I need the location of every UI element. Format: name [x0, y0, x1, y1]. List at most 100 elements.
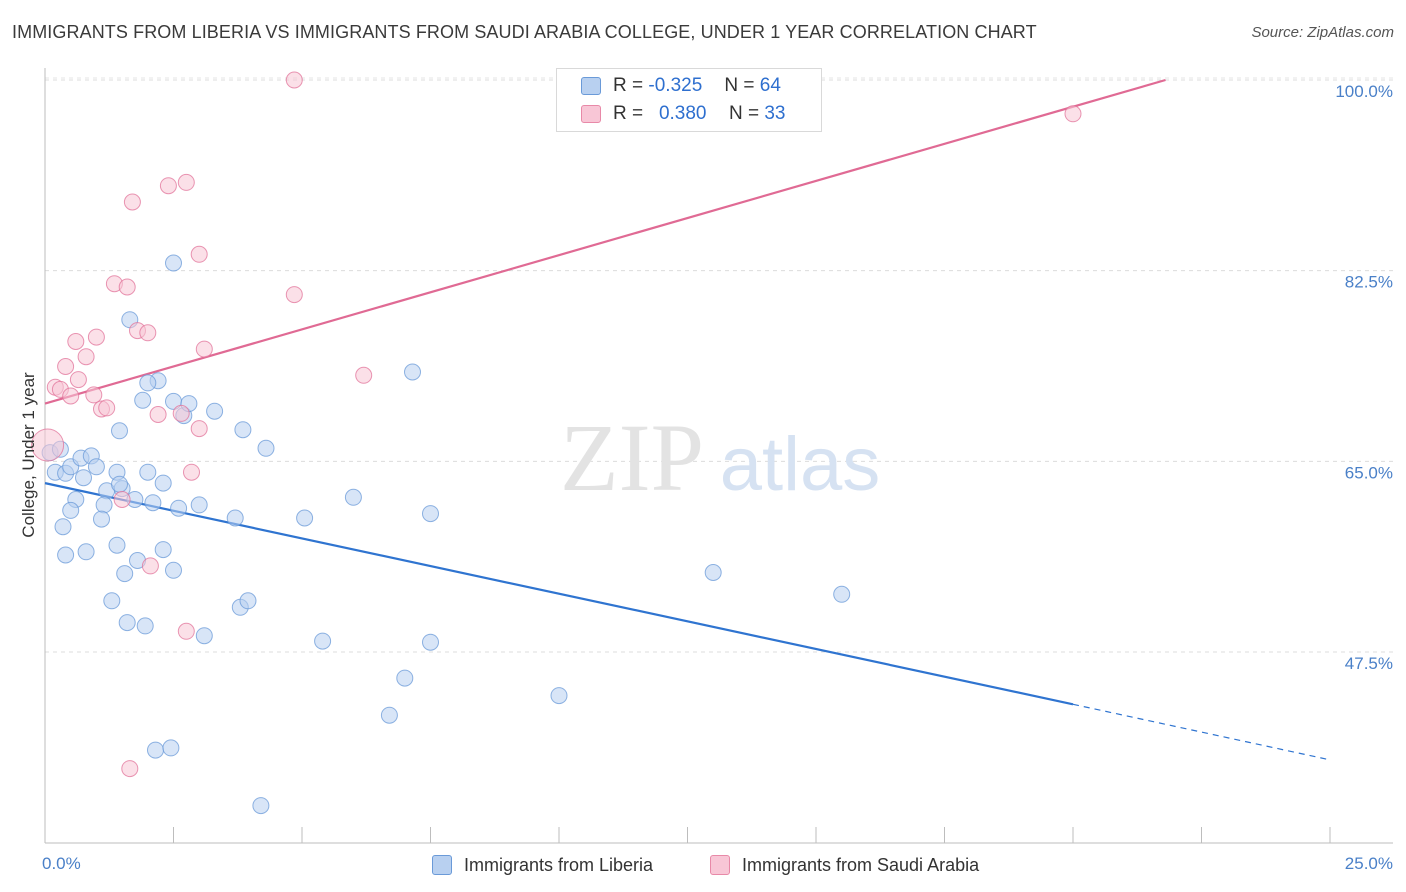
- point-saudi-arabia: [67, 333, 85, 350]
- point-saudi-arabia: [1064, 105, 1082, 123]
- point-saudi-arabia: [177, 622, 195, 640]
- point-saudi-arabia: [121, 760, 139, 778]
- point-liberia: [252, 797, 270, 815]
- legend-row-liberia: R = -0.325 N = 64: [581, 73, 781, 99]
- y-tick-label: 65.0%: [1345, 463, 1393, 482]
- point-saudi-arabia: [113, 491, 131, 508]
- point-liberia: [380, 706, 398, 724]
- point-liberia: [108, 536, 126, 554]
- point-saudi-arabia: [177, 173, 195, 191]
- point-saudi-arabia: [69, 371, 87, 389]
- point-liberia: [833, 585, 851, 603]
- point-liberia: [165, 561, 182, 579]
- point-liberia: [93, 510, 110, 528]
- legend-r-value: -0.325: [648, 75, 703, 96]
- point-saudi-arabia: [190, 245, 208, 263]
- point-liberia: [118, 614, 136, 632]
- legend-r-label: R =: [613, 103, 644, 124]
- point-saudi-arabia: [77, 348, 95, 366]
- y-axis-label: College, Under 1 year: [19, 372, 38, 538]
- x-tick-label: 0.0%: [42, 854, 81, 873]
- watermark: ZIP atlas: [560, 404, 880, 511]
- point-liberia: [257, 439, 275, 457]
- data-points: [31, 71, 1082, 815]
- point-liberia: [162, 739, 180, 757]
- bottom-legend-swatch-liberia: [432, 855, 452, 875]
- point-saudi-arabia: [123, 193, 141, 211]
- point-liberia: [77, 543, 95, 561]
- point-saudi-arabia: [190, 420, 208, 438]
- tick-labels: 100.0% 82.5% 65.0% 47.5% 0.0% 25.0%: [42, 82, 1393, 873]
- legend-n-label: N =: [724, 75, 755, 96]
- trend-lines: [44, 78, 1331, 761]
- point-saudi-arabia: [183, 463, 200, 481]
- point-liberia: [103, 592, 121, 610]
- point-liberia: [111, 475, 128, 493]
- point-liberia: [75, 469, 92, 487]
- point-saudi-arabia: [57, 358, 75, 375]
- point-saudi-arabia: [285, 286, 303, 304]
- watermark-atlas: atlas: [720, 422, 881, 507]
- point-saudi-arabia: [355, 366, 373, 384]
- point-liberia: [147, 741, 164, 759]
- point-liberia: [234, 421, 252, 439]
- point-saudi-arabia: [195, 340, 213, 358]
- point-liberia: [154, 541, 172, 559]
- point-liberia: [154, 474, 172, 492]
- point-liberia: [704, 564, 722, 581]
- legend-swatch-liberia: [581, 77, 601, 95]
- point-liberia: [422, 633, 439, 651]
- source-credit: Source: ZipAtlas.com: [1251, 24, 1394, 41]
- point-saudi-arabia: [87, 328, 105, 346]
- point-saudi-arabia: [172, 404, 190, 422]
- point-liberia: [550, 687, 568, 705]
- point-liberia: [139, 463, 157, 481]
- point-liberia: [87, 458, 105, 476]
- point-liberia: [134, 391, 152, 409]
- legend-swatch-saudi-arabia: [581, 105, 601, 123]
- point-saudi-arabia: [139, 324, 157, 342]
- point-saudi-arabia: [285, 71, 303, 89]
- point-liberia: [170, 499, 188, 517]
- trend-line-liberia-extrapolated: [1072, 703, 1331, 761]
- point-liberia: [195, 627, 213, 645]
- legend-r-value: 0.380: [658, 103, 707, 124]
- y-tick-label: 100.0%: [1335, 82, 1393, 101]
- point-saudi-arabia: [149, 406, 167, 423]
- point-saudi-arabia: [159, 177, 177, 195]
- point-saudi-arabia: [98, 399, 116, 417]
- point-liberia: [62, 501, 80, 519]
- legend-row-saudi-arabia: R = 0.380 N = 33: [581, 101, 785, 127]
- legend-n-value: 33: [764, 103, 786, 124]
- bottom-legend-label-saudi-arabia: Immigrants from Saudi Arabia: [742, 854, 980, 875]
- legend-r-label: R =: [613, 75, 644, 96]
- y-tick-label: 47.5%: [1345, 654, 1393, 673]
- y-tick-label: 82.5%: [1345, 273, 1393, 292]
- point-liberia: [296, 509, 314, 527]
- stats-legend: R = -0.325 N = 64 R = 0.380 N = 33: [556, 68, 822, 132]
- point-liberia: [396, 669, 414, 687]
- watermark-zip: ZIP: [560, 404, 704, 511]
- point-liberia: [314, 632, 332, 650]
- point-saudi-arabia: [85, 386, 103, 404]
- point-liberia: [422, 505, 439, 523]
- trend-line-liberia: [44, 482, 1074, 706]
- point-saudi-arabia: [31, 428, 65, 462]
- point-saudi-arabia: [141, 557, 159, 575]
- x-tick-label: 25.0%: [1345, 854, 1393, 873]
- point-liberia: [116, 565, 134, 583]
- legend-n-value: 64: [759, 75, 781, 96]
- gridlines: [45, 77, 1393, 653]
- legend-n-label: N =: [728, 103, 760, 124]
- chart-title: IMMIGRANTS FROM LIBERIA VS IMMIGRANTS FR…: [12, 22, 1037, 42]
- point-liberia: [226, 509, 244, 527]
- point-liberia: [139, 374, 157, 392]
- bottom-legend-label-liberia: Immigrants from Liberia: [464, 854, 654, 875]
- bottom-legend-liberia: Immigrants from Liberia: [432, 852, 653, 878]
- bottom-legend-saudi-arabia: Immigrants from Saudi Arabia: [710, 852, 979, 878]
- point-liberia: [136, 617, 154, 635]
- point-liberia: [95, 496, 113, 514]
- point-liberia: [404, 363, 421, 381]
- trend-line-saudi-arabia: [44, 78, 1166, 405]
